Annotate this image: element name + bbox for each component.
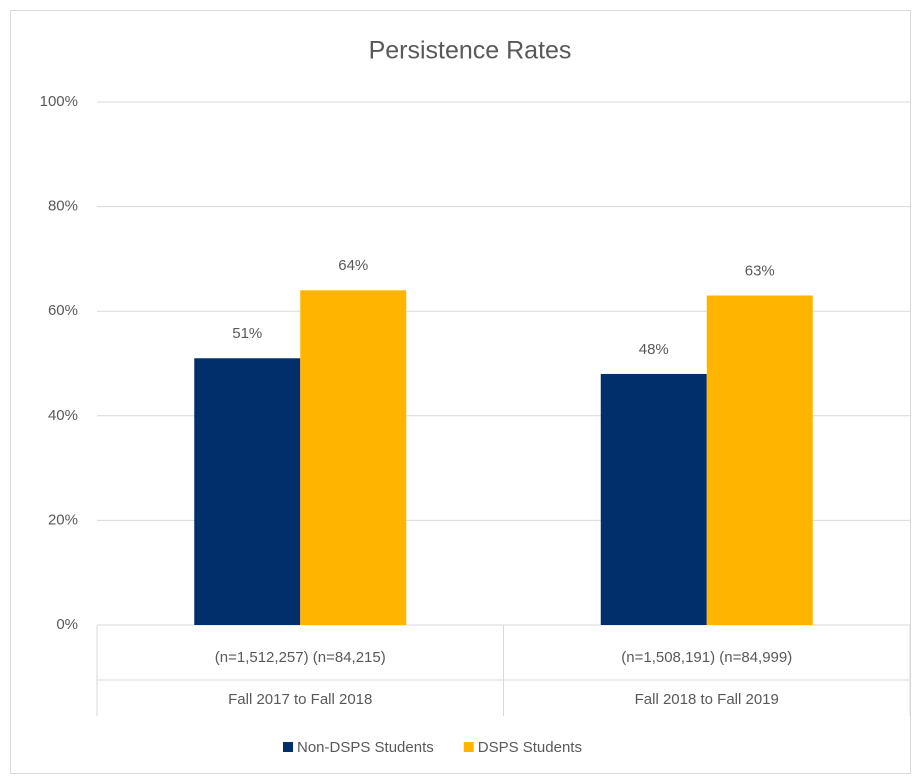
legend-label: Non-DSPS Students — [297, 739, 434, 756]
value-label: 64% — [338, 257, 368, 274]
y-tick-label: 60% — [48, 302, 78, 319]
x-sublabel: (n=1,512,257) (n=84,215) — [215, 649, 386, 666]
bar — [194, 358, 301, 625]
x-tick-label: Fall 2017 to Fall 2018 — [228, 691, 372, 708]
legend-swatch — [463, 742, 474, 752]
x-tick-label: Fall 2018 to Fall 2019 — [635, 691, 779, 708]
y-tick-label: 80% — [48, 198, 78, 215]
bar — [600, 373, 707, 625]
y-tick-label: 0% — [56, 616, 78, 633]
x-sublabel: (n=1,508,191) (n=84,999) — [621, 649, 792, 666]
legend-label: DSPS Students — [478, 739, 582, 756]
value-label: 48% — [639, 341, 669, 358]
bar — [300, 290, 407, 625]
bar — [706, 295, 813, 625]
y-tick-label: 40% — [48, 407, 78, 424]
value-label: 51% — [232, 325, 262, 342]
value-label: 63% — [745, 262, 775, 279]
chart-title: Persistence Rates — [369, 37, 572, 65]
legend-swatch — [283, 742, 293, 752]
y-tick-label: 100% — [40, 93, 78, 110]
y-tick-label: 20% — [48, 511, 78, 528]
